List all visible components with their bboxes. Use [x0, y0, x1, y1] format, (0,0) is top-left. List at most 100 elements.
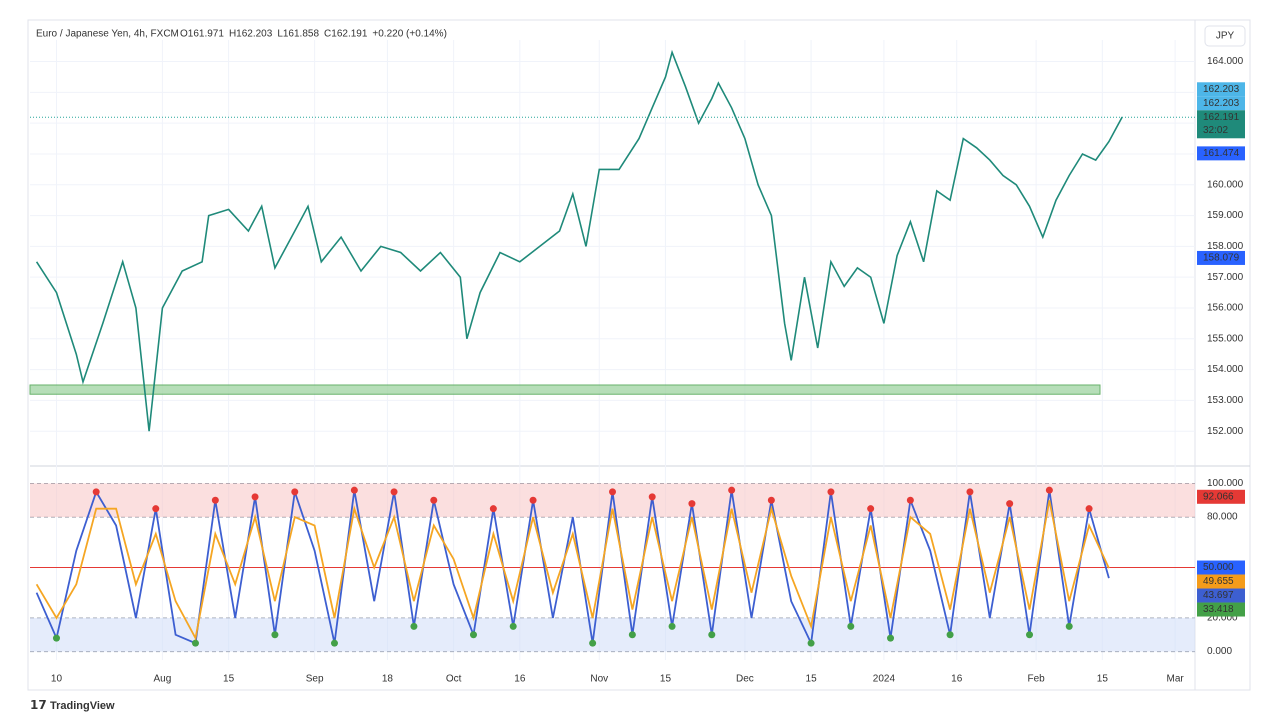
- oversold-dot: [410, 622, 418, 630]
- price-badge: [1197, 82, 1245, 97]
- price-badge-label: 33.418: [1203, 604, 1234, 615]
- price-badge: [1197, 588, 1245, 603]
- x-tick-label: Feb: [1028, 674, 1046, 685]
- price-badge-label: 49.655: [1203, 576, 1234, 587]
- oversold-dot: [509, 622, 517, 630]
- ohlc-value: L161.858: [277, 29, 319, 40]
- overbought-dot: [1045, 486, 1053, 494]
- x-tick-label: 15: [223, 674, 235, 685]
- y-tick-label: 20.000: [1207, 613, 1238, 624]
- price-badge-label: 162.203: [1203, 98, 1240, 109]
- x-tick-label: Mar: [1167, 674, 1185, 685]
- currency-button[interactable]: [1204, 25, 1246, 47]
- overbought-dot: [390, 488, 398, 496]
- currency[interactable]: JPY: [1216, 31, 1235, 42]
- x-tick-label: 15: [1097, 674, 1109, 685]
- overbought-dot: [489, 505, 497, 513]
- overbought-dot: [350, 486, 358, 494]
- x-tick-label: Nov: [590, 674, 608, 685]
- y-tick-label: 159.000: [1207, 210, 1244, 221]
- x-tick-label: 15: [660, 674, 672, 685]
- price-badge: [1197, 489, 1245, 504]
- price-badge: [1197, 250, 1245, 265]
- price-badge: [1197, 574, 1245, 589]
- overbought-dot: [728, 486, 736, 494]
- oversold-dot: [589, 639, 597, 647]
- x-tick-label: Sep: [306, 674, 324, 685]
- price-badge-label: 43.697: [1203, 590, 1234, 601]
- overbought-dot: [827, 488, 835, 496]
- y-tick-label: 0.000: [1207, 646, 1232, 657]
- oversold-band: [30, 617, 1195, 652]
- overbought-dot: [1085, 505, 1093, 513]
- series-line: [35, 49, 1123, 432]
- oversold-dot: [469, 631, 477, 639]
- oversold-dot: [847, 622, 855, 630]
- y-tick-label: 154.000: [1207, 364, 1244, 375]
- x-tick-label: 10: [51, 674, 63, 685]
- overbought-dot: [529, 496, 537, 504]
- last-price-label: 162.191: [1203, 112, 1240, 123]
- oversold-dot: [1065, 622, 1073, 630]
- y-tick-label: 160.000: [1207, 179, 1244, 190]
- oversold-dot: [708, 631, 716, 639]
- x-tick-label: 16: [514, 674, 526, 685]
- overbought-dot: [92, 488, 100, 496]
- price-badge-label: 158.079: [1203, 253, 1240, 264]
- x-tick-label: Oct: [446, 674, 462, 685]
- oversold-dot: [668, 622, 676, 630]
- price-badge: [1197, 146, 1245, 161]
- price-badge: [1197, 602, 1245, 617]
- y-tick-label: 157.000: [1207, 272, 1244, 283]
- oversold-dot: [52, 634, 60, 642]
- oversold-dot: [946, 631, 954, 639]
- ohlc: O161.971 H162.203 L161.858 C162.191 +0.220 (…: [180, 29, 447, 40]
- ohlc-value: O161.971: [180, 29, 224, 40]
- countdown: 32:02: [1203, 125, 1228, 136]
- brand-logo: 𝟭𝟳: [30, 698, 47, 712]
- y-tick-label: 158.000: [1207, 241, 1244, 252]
- y-tick-label: 100.000: [1207, 478, 1244, 489]
- x-tick-label: 2024: [873, 674, 896, 685]
- ohlc-value: C162.191: [324, 29, 368, 40]
- ohlc-value: +0.220 (+0.14%): [372, 29, 447, 40]
- overbought-dot: [291, 488, 299, 496]
- oversold-dot: [1026, 631, 1034, 639]
- series-line: [35, 500, 1110, 641]
- x-tick-label: Dec: [736, 674, 754, 685]
- price-badge: [1197, 96, 1245, 111]
- brand: TradingView: [50, 700, 115, 712]
- overbought-dot: [767, 496, 775, 504]
- y-tick-label: 156.000: [1207, 303, 1244, 314]
- oversold-dot: [271, 631, 279, 639]
- overbought-dot: [609, 488, 616, 496]
- y-tick-label: 80.000: [1207, 512, 1238, 523]
- overbought-dot: [430, 496, 438, 504]
- overbought-dot: [1006, 500, 1014, 508]
- last-price-badge: [1197, 110, 1245, 139]
- oversold-dot: [191, 639, 199, 647]
- y-tick-label: 155.000: [1207, 333, 1244, 344]
- price-badge-label: 92.066: [1203, 491, 1234, 502]
- overbought-dot: [211, 496, 219, 504]
- overbought-dot: [867, 505, 875, 513]
- symbol: Euro / Japanese Yen, 4h, FXCM: [36, 29, 179, 40]
- overbought-dot: [906, 496, 914, 504]
- price-badge-label: 161.474: [1203, 148, 1240, 159]
- overbought-dot: [688, 500, 696, 508]
- price-badge-label: 50.000: [1203, 562, 1234, 573]
- price-badge: [1197, 560, 1245, 575]
- overbought-dot: [648, 493, 656, 501]
- x-tick-label: Aug: [153, 674, 171, 685]
- price-badge-label: 162.203: [1203, 84, 1240, 95]
- y-tick-label: 153.000: [1207, 395, 1244, 406]
- support-zone: [29, 384, 1101, 395]
- oversold-dot: [628, 631, 636, 639]
- x-tick-label: 18: [382, 674, 394, 685]
- overbought-dot: [251, 493, 259, 501]
- y-tick-label: 152.000: [1207, 426, 1244, 437]
- oversold-dot: [887, 634, 895, 642]
- oversold-dot: [807, 639, 815, 647]
- x-tick-label: 16: [951, 674, 963, 685]
